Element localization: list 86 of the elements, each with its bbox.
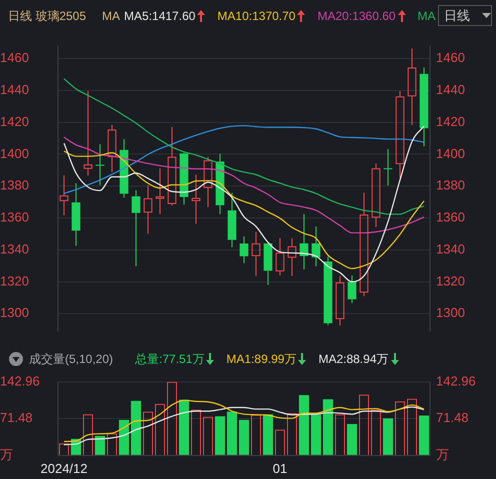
candlestick [264, 243, 272, 286]
x-tick-label: 01 [272, 460, 288, 476]
y-tick-label: 142.96 [0, 373, 40, 388]
y2-tick-label: 1460 [436, 50, 465, 66]
line-series [63, 125, 425, 194]
candlestick [276, 238, 284, 276]
series-label: 总量:77.51万 [135, 350, 204, 368]
text: MA1:89.99万 [226, 350, 296, 368]
candlestick [312, 226, 320, 267]
candlestick [144, 184, 152, 234]
y2-tick-label: 1320 [436, 273, 465, 288]
candlestick [336, 275, 344, 326]
candlestick [228, 192, 236, 248]
chart-title: 日线 玻璃2505 [8, 8, 86, 24]
candlestick [204, 156, 212, 208]
y-tick-label: 1360 [0, 210, 29, 225]
candlestick [384, 148, 392, 186]
y2-tick-label: 142.96 [436, 373, 476, 388]
x-tick-label: 2024/12 [40, 460, 88, 476]
bar [178, 400, 190, 455]
candlestick [408, 48, 416, 126]
candlestick [180, 153, 188, 206]
text: MA5:1417.60 [124, 9, 196, 23]
candlestick [300, 214, 308, 270]
candlestick [132, 190, 140, 267]
y2-tick-label: 1360 [436, 210, 465, 225]
y2-tick-label: 1300 [436, 305, 465, 320]
y2-tick-label: 1340 [436, 241, 465, 256]
candlestick [396, 90, 404, 179]
text: MA [418, 9, 436, 23]
line-series [63, 406, 425, 446]
bar [262, 414, 274, 455]
candlestick [252, 231, 260, 276]
y-tick-label: 1300 [0, 305, 29, 320]
bar [310, 414, 322, 455]
text: MA10:1370.70 [217, 9, 296, 23]
line-series [63, 136, 425, 234]
text: 日线 [444, 6, 470, 24]
y2-tick-label: 1420 [436, 114, 465, 129]
line-series [63, 400, 425, 442]
y-tick-label: 1320 [0, 273, 29, 288]
candlestick [420, 66, 428, 147]
candlestick [156, 168, 164, 215]
bar [214, 416, 226, 455]
y-tick-label: 1380 [0, 178, 29, 193]
bar [130, 400, 142, 455]
y2-tick-label: 1440 [436, 82, 465, 98]
y-tick-label: 万 [0, 446, 13, 462]
line-series [63, 78, 425, 215]
y-tick-label: 1440 [0, 82, 29, 98]
candlestick [324, 256, 332, 326]
legend-title: MA [102, 9, 120, 23]
chart-title: 成交量(5,10,20) [29, 350, 114, 368]
y-tick-label: 1340 [0, 241, 29, 256]
y-tick-label: 1420 [0, 114, 29, 129]
bar [418, 415, 430, 455]
y2-tick-label: 1400 [436, 146, 465, 161]
candlestick [240, 236, 248, 264]
y-tick-label: 1460 [0, 50, 29, 66]
y2-tick-label: 71.48 [436, 410, 469, 426]
y-tick-label: 1400 [0, 146, 29, 161]
candlestick [96, 144, 104, 186]
bar [298, 395, 310, 455]
candlestick [84, 90, 92, 176]
y2-tick-label: 1380 [436, 178, 465, 193]
bar [238, 420, 250, 455]
text: MA2:88.94万 [318, 350, 388, 368]
bar [226, 412, 238, 455]
candlestick [168, 126, 176, 206]
candlestick [348, 274, 356, 304]
candlestick [60, 174, 68, 216]
line-series [63, 150, 425, 270]
candlestick [192, 174, 200, 224]
candlestick [108, 124, 116, 173]
bar [346, 424, 358, 455]
candlestick [372, 162, 380, 228]
text: MA20:1360.60 [317, 9, 396, 23]
y-tick-label: 71.48 [0, 410, 33, 426]
bar [94, 436, 106, 455]
bar [118, 420, 130, 455]
candlestick [360, 192, 368, 297]
y2-tick-label: 万 [436, 446, 449, 462]
bar [382, 418, 394, 455]
candlestick [288, 238, 296, 276]
candlestick [72, 182, 80, 246]
bar [322, 399, 334, 455]
